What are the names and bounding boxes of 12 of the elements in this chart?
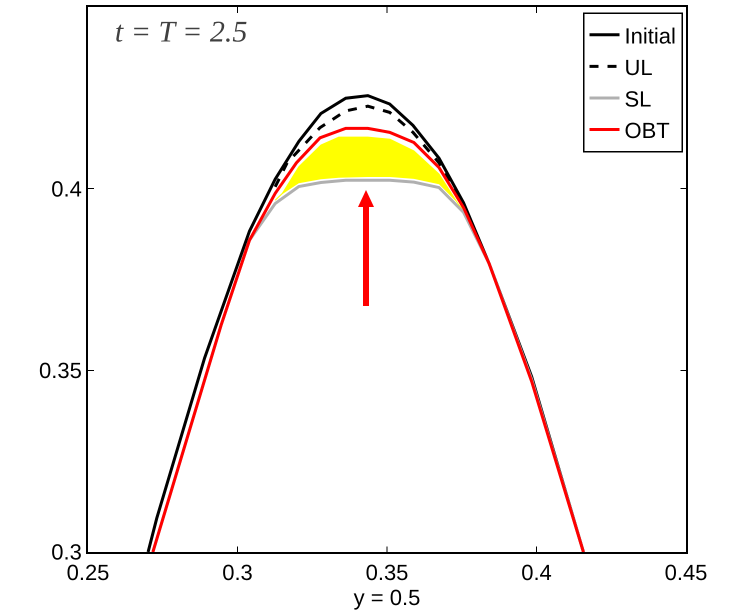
x-tick-label: 0.45 [664,560,708,586]
legend-label: Initial [624,23,676,48]
x-tick-label: 0.35 [366,560,408,586]
x-tick-label: 0.3 [222,560,253,586]
legend-label: SL [624,86,652,112]
chart-title: t = T = 2.5 [114,16,248,49]
legend-label: UL [624,54,653,80]
x-axis-title: y = 0.5 [354,585,420,610]
x-tick-label: 0.4 [521,560,552,586]
y-tick-label: 0.35 [39,358,82,384]
y-tick-label: 0.4 [51,176,82,202]
legend-label: OBT [624,118,670,144]
